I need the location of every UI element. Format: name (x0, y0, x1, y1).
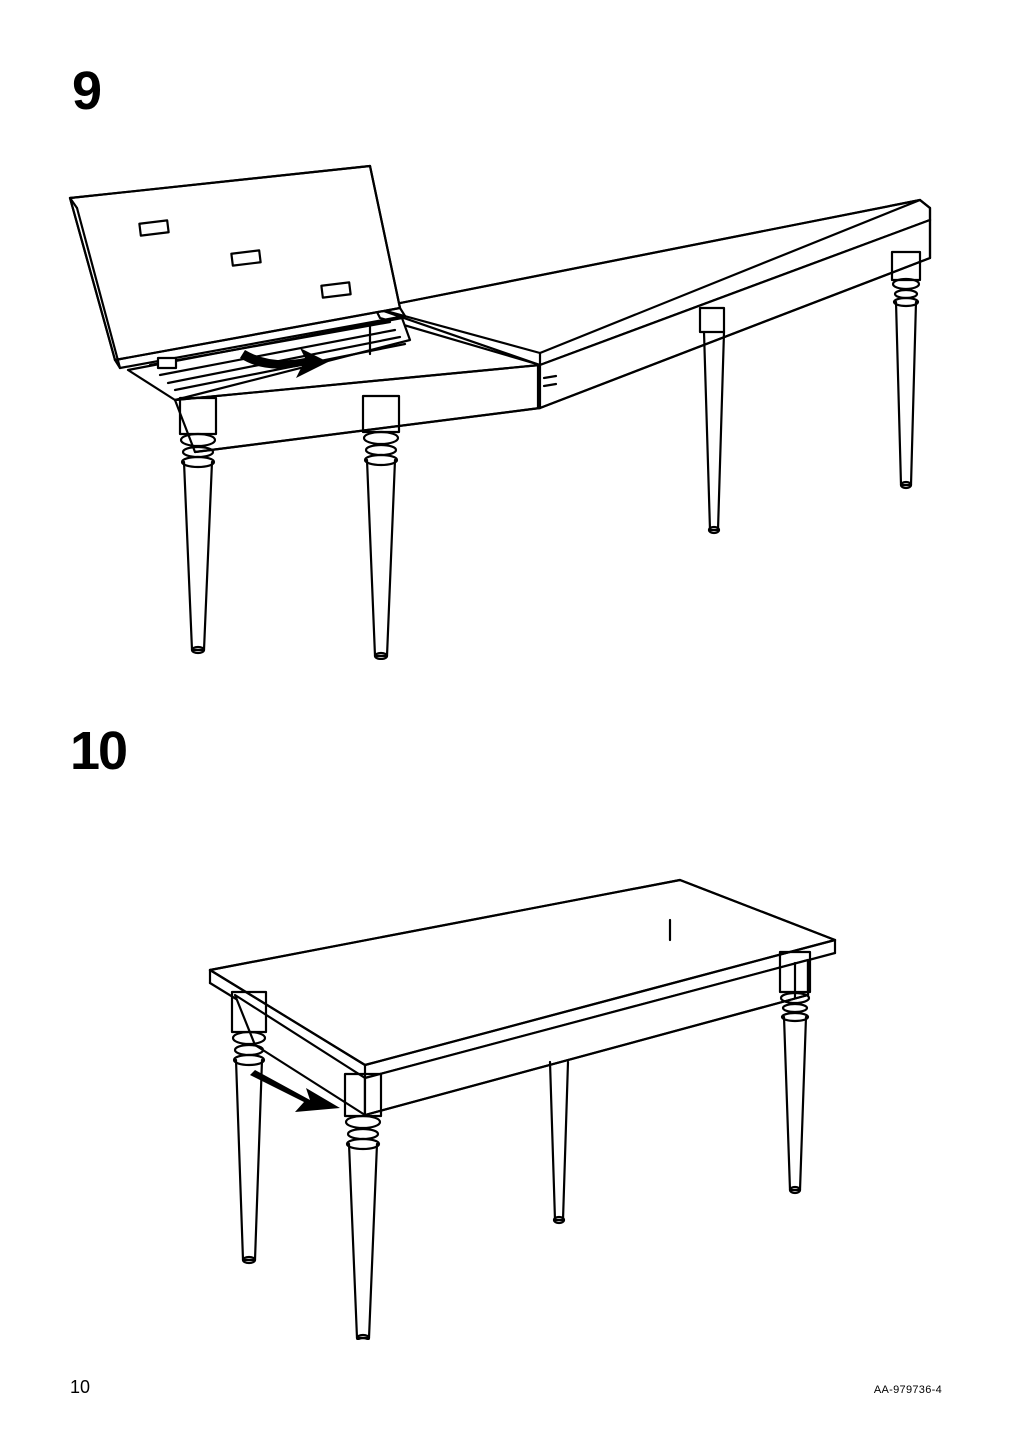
page-number: 10 (70, 1377, 90, 1398)
figure-step-10 (140, 840, 870, 1340)
instruction-page: 9 (0, 0, 1012, 1432)
document-code: AA-979736-4 (874, 1384, 942, 1396)
figure-step-9 (60, 140, 952, 660)
step-number-10: 10 (70, 720, 126, 782)
step-number-9: 9 (72, 60, 100, 122)
page-footer: 10 AA-979736-4 (70, 1377, 942, 1398)
